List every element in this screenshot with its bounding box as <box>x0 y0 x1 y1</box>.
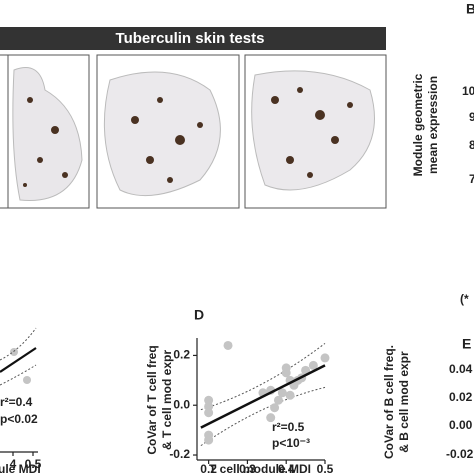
tick-label: -0.02 <box>446 447 474 461</box>
annotation: p<10⁻³ <box>272 436 310 450</box>
annotation: r²=0.4 <box>0 395 33 409</box>
confidence-band <box>200 386 326 447</box>
tick-label: 0.02 <box>449 390 473 404</box>
annotation: p<0.02 <box>0 412 38 426</box>
x-tick-label: 0.5 <box>317 462 334 474</box>
fit-line <box>200 364 326 429</box>
point <box>223 340 233 350</box>
axis-label: T cell module MDI <box>209 462 311 474</box>
tick-label: 0.04 <box>449 362 473 376</box>
point <box>270 403 280 413</box>
tick-label: 7 <box>469 172 474 186</box>
y-tick-label: 0.2 <box>173 348 190 362</box>
confidence-band <box>200 342 326 411</box>
y-tick-label: 0.0 <box>173 397 190 411</box>
point <box>204 401 214 411</box>
point <box>266 413 276 423</box>
axis-label: ule MDI <box>0 462 41 474</box>
tick-label: 0.5 <box>25 457 42 471</box>
point <box>320 353 330 363</box>
tick-label: 9 <box>469 110 474 124</box>
point <box>204 395 214 405</box>
header-bar <box>0 27 386 50</box>
x-tick-label: 0.4 <box>278 462 295 474</box>
axis-label: Module geometric <box>411 73 425 176</box>
axis-label: & T cell mod expr <box>160 350 174 450</box>
note: (* <box>460 292 469 306</box>
x-tick-label: 0.2 <box>200 462 217 474</box>
point <box>285 390 295 400</box>
point <box>277 388 287 398</box>
header-title: Tuberculin skin tests <box>116 30 265 47</box>
point <box>273 395 283 405</box>
x-tick-label: 0.3 <box>239 462 256 474</box>
tick-label: 10 <box>462 84 474 98</box>
point <box>281 363 291 373</box>
annotation: r²=0.5 <box>272 420 305 434</box>
tick-label: 8 <box>469 138 474 152</box>
axis-label: CoVar of T cell freq <box>145 345 159 454</box>
point <box>204 435 214 445</box>
axis-label: & B cell mod expr <box>397 351 411 453</box>
panel-label: D <box>194 307 204 323</box>
histology-images <box>0 54 387 209</box>
point <box>204 408 214 418</box>
tick-label: 0.00 <box>449 418 473 432</box>
tick-label: 4 <box>10 457 17 471</box>
axis-label: mean expression <box>426 76 440 174</box>
panel-label: B <box>466 1 474 17</box>
point <box>308 360 318 370</box>
panel-c <box>0 327 38 456</box>
axis-label: CoVar of B cell freq. <box>382 345 396 459</box>
panel-label: E <box>462 336 471 352</box>
y-tick-label: -0.2 <box>169 447 190 461</box>
